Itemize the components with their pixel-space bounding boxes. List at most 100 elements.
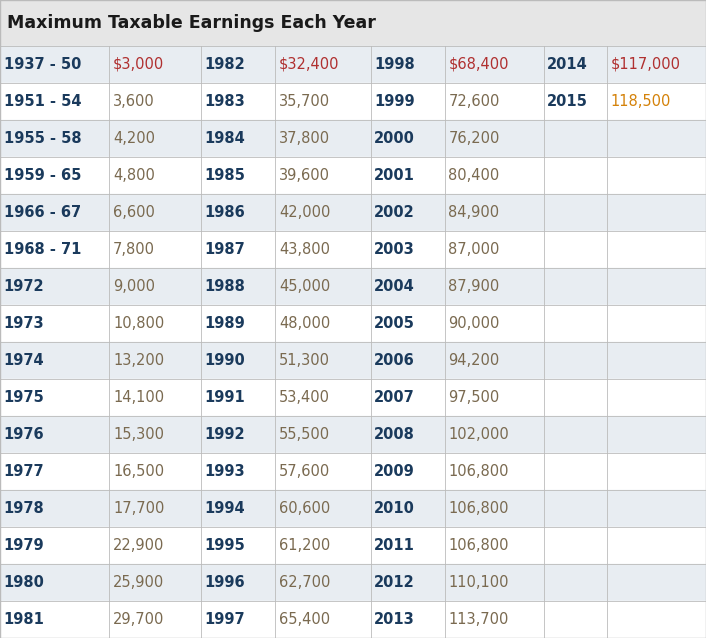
Bar xyxy=(0,46,706,83)
Text: 2003: 2003 xyxy=(374,242,415,257)
Bar xyxy=(0,83,706,120)
Text: 80,400: 80,400 xyxy=(448,168,500,183)
Bar xyxy=(0,564,706,601)
Text: 1982: 1982 xyxy=(205,57,246,72)
Text: $3,000: $3,000 xyxy=(113,57,164,72)
Text: 2008: 2008 xyxy=(374,427,415,442)
Text: 106,800: 106,800 xyxy=(448,464,509,479)
Text: 62,700: 62,700 xyxy=(279,575,330,590)
Text: 37,800: 37,800 xyxy=(279,131,330,146)
Text: 1975: 1975 xyxy=(4,390,44,405)
Text: 90,000: 90,000 xyxy=(448,316,500,331)
Text: 94,200: 94,200 xyxy=(448,353,500,368)
Text: 1988: 1988 xyxy=(205,279,246,294)
Text: 113,700: 113,700 xyxy=(448,612,509,627)
Text: 2002: 2002 xyxy=(374,205,415,220)
Text: 1973: 1973 xyxy=(4,316,44,331)
Text: 76,200: 76,200 xyxy=(448,131,500,146)
Text: 1998: 1998 xyxy=(374,57,415,72)
Bar xyxy=(0,120,706,157)
Bar xyxy=(0,342,706,379)
Text: 87,900: 87,900 xyxy=(448,279,500,294)
Text: 118,500: 118,500 xyxy=(611,94,671,109)
Text: 2004: 2004 xyxy=(374,279,415,294)
Text: 1951 - 54: 1951 - 54 xyxy=(4,94,81,109)
Text: 51,300: 51,300 xyxy=(279,353,330,368)
Text: 1979: 1979 xyxy=(4,538,44,553)
Text: 1983: 1983 xyxy=(205,94,246,109)
Text: 16,500: 16,500 xyxy=(113,464,164,479)
Text: 2012: 2012 xyxy=(374,575,415,590)
Text: 1994: 1994 xyxy=(205,501,246,516)
Bar xyxy=(0,379,706,416)
Text: 1993: 1993 xyxy=(205,464,246,479)
Text: 57,600: 57,600 xyxy=(279,464,330,479)
Text: 1991: 1991 xyxy=(205,390,246,405)
Text: 17,700: 17,700 xyxy=(113,501,164,516)
Text: 1995: 1995 xyxy=(205,538,246,553)
Text: 1992: 1992 xyxy=(205,427,246,442)
Text: 60,600: 60,600 xyxy=(279,501,330,516)
Text: 39,600: 39,600 xyxy=(279,168,330,183)
Text: 2005: 2005 xyxy=(374,316,415,331)
Bar xyxy=(0,416,706,453)
Text: 15,300: 15,300 xyxy=(113,427,164,442)
Text: 87,000: 87,000 xyxy=(448,242,500,257)
Text: 1990: 1990 xyxy=(205,353,246,368)
Text: 22,900: 22,900 xyxy=(113,538,164,553)
Text: 65,400: 65,400 xyxy=(279,612,330,627)
Text: 2010: 2010 xyxy=(374,501,415,516)
Text: 102,000: 102,000 xyxy=(448,427,509,442)
Text: 4,200: 4,200 xyxy=(113,131,155,146)
Text: $68,400: $68,400 xyxy=(448,57,509,72)
Text: Maximum Taxable Earnings Each Year: Maximum Taxable Earnings Each Year xyxy=(7,14,376,32)
Text: 48,000: 48,000 xyxy=(279,316,330,331)
Text: 2007: 2007 xyxy=(374,390,415,405)
Text: 1996: 1996 xyxy=(205,575,246,590)
Text: 29,700: 29,700 xyxy=(113,612,164,627)
Text: 55,500: 55,500 xyxy=(279,427,330,442)
Text: 1980: 1980 xyxy=(4,575,44,590)
Text: 1968 - 71: 1968 - 71 xyxy=(4,242,81,257)
Text: 53,400: 53,400 xyxy=(279,390,330,405)
Text: 14,100: 14,100 xyxy=(113,390,164,405)
Text: 1937 - 50: 1937 - 50 xyxy=(4,57,81,72)
Text: 2011: 2011 xyxy=(374,538,415,553)
Text: 10,800: 10,800 xyxy=(113,316,164,331)
Text: 97,500: 97,500 xyxy=(448,390,500,405)
Text: 72,600: 72,600 xyxy=(448,94,500,109)
Text: 1966 - 67: 1966 - 67 xyxy=(4,205,80,220)
Text: 1978: 1978 xyxy=(4,501,44,516)
Text: 6,600: 6,600 xyxy=(113,205,155,220)
Text: 1972: 1972 xyxy=(4,279,44,294)
Text: 61,200: 61,200 xyxy=(279,538,330,553)
Text: 2000: 2000 xyxy=(374,131,415,146)
Text: 84,900: 84,900 xyxy=(448,205,499,220)
Text: 45,000: 45,000 xyxy=(279,279,330,294)
Bar xyxy=(0,527,706,564)
Text: 2014: 2014 xyxy=(547,57,588,72)
Text: 42,000: 42,000 xyxy=(279,205,330,220)
Text: 1985: 1985 xyxy=(205,168,246,183)
Text: 110,100: 110,100 xyxy=(448,575,509,590)
Text: 3,600: 3,600 xyxy=(113,94,155,109)
Bar xyxy=(0,490,706,527)
Text: 7,800: 7,800 xyxy=(113,242,155,257)
Bar xyxy=(0,0,706,46)
Bar xyxy=(0,268,706,305)
Text: 106,800: 106,800 xyxy=(448,501,509,516)
Text: 1974: 1974 xyxy=(4,353,44,368)
Text: 9,000: 9,000 xyxy=(113,279,155,294)
Text: 1955 - 58: 1955 - 58 xyxy=(4,131,81,146)
Text: 4,800: 4,800 xyxy=(113,168,155,183)
Text: $117,000: $117,000 xyxy=(611,57,681,72)
Bar xyxy=(0,194,706,231)
Text: 1997: 1997 xyxy=(205,612,246,627)
Text: 25,900: 25,900 xyxy=(113,575,164,590)
Text: 1999: 1999 xyxy=(374,94,415,109)
Text: 2001: 2001 xyxy=(374,168,415,183)
Text: $32,400: $32,400 xyxy=(279,57,340,72)
Bar xyxy=(0,231,706,268)
Text: 1976: 1976 xyxy=(4,427,44,442)
Bar xyxy=(0,305,706,342)
